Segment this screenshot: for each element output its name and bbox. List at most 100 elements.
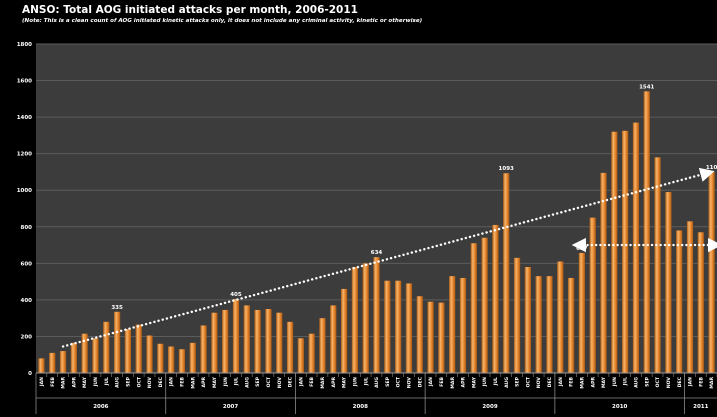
x-tick-label: JAN bbox=[169, 377, 175, 387]
x-year-label: 2008 bbox=[353, 404, 368, 410]
trend-line bbox=[61, 167, 715, 348]
x-tick-label: MAY bbox=[601, 376, 607, 388]
x-tick-label: DEC bbox=[288, 376, 294, 387]
x-tick-label: FEB bbox=[569, 377, 575, 387]
data-label: 405 bbox=[230, 292, 242, 298]
x-year-label: 2006 bbox=[93, 404, 108, 410]
x-tick-label: DEC bbox=[417, 376, 423, 387]
x-tick-label: JUL bbox=[104, 377, 110, 386]
bar bbox=[665, 192, 672, 373]
x-tick-label: MAY bbox=[342, 376, 348, 388]
x-tick-label: JUL bbox=[234, 377, 240, 386]
x-tick-label: AUG bbox=[634, 377, 640, 388]
x-tick-label: NOV bbox=[407, 377, 413, 389]
x-year-label: 2010 bbox=[612, 404, 627, 410]
x-tick-label: OCT bbox=[396, 376, 402, 387]
bar bbox=[124, 329, 132, 373]
x-tick-label: SEP bbox=[255, 376, 261, 386]
bar bbox=[340, 288, 348, 373]
bar bbox=[697, 232, 704, 373]
bar bbox=[535, 276, 542, 373]
x-tick-label: DEC bbox=[677, 376, 683, 387]
x-tick-label: OCT bbox=[266, 376, 272, 387]
x-tick-label: JAN bbox=[428, 377, 434, 387]
bar bbox=[92, 338, 99, 373]
x-tick-label: JUL bbox=[623, 377, 629, 386]
bar bbox=[157, 343, 164, 373]
bar bbox=[373, 257, 380, 373]
y-tick-label: 1400 bbox=[17, 115, 32, 121]
bar bbox=[416, 296, 423, 373]
x-tick-label: MAY bbox=[82, 376, 88, 388]
bar bbox=[297, 338, 304, 373]
x-tick-label: MAY bbox=[212, 376, 218, 388]
y-tick-label: 800 bbox=[21, 225, 33, 231]
bar bbox=[211, 312, 218, 373]
x-tick-label: NOV bbox=[536, 377, 542, 389]
x-tick-label: AUG bbox=[504, 377, 510, 388]
x-tick-label: OCT bbox=[525, 376, 531, 387]
bar bbox=[59, 351, 67, 373]
data-label: 634 bbox=[371, 250, 383, 256]
x-tick-label: MAR bbox=[61, 377, 67, 389]
data-label: 335 bbox=[111, 305, 123, 311]
bar bbox=[351, 266, 359, 373]
x-tick-label: NOV bbox=[666, 377, 672, 389]
x-tick-label: APR bbox=[590, 377, 596, 388]
bar bbox=[438, 302, 445, 373]
bar bbox=[286, 321, 294, 373]
bar bbox=[222, 309, 229, 373]
bar bbox=[135, 324, 142, 373]
x-tick-label: DEC bbox=[547, 376, 553, 387]
bar bbox=[492, 224, 499, 373]
bar bbox=[319, 318, 326, 373]
y-tick-label: 600 bbox=[21, 261, 33, 267]
x-year-label: 2007 bbox=[223, 404, 238, 410]
bar bbox=[394, 280, 402, 373]
x-tick-label: SEP bbox=[385, 376, 391, 386]
x-year-label: 2011 bbox=[693, 404, 708, 410]
x-tick-label: FEB bbox=[309, 377, 315, 387]
bar bbox=[503, 173, 510, 373]
bar bbox=[427, 301, 434, 373]
x-tick-label: MAR bbox=[579, 377, 585, 389]
bar bbox=[308, 333, 315, 373]
x-tick-label: OCT bbox=[136, 376, 142, 387]
data-label: 657 bbox=[576, 246, 588, 252]
bar bbox=[178, 349, 186, 373]
y-tick-label: 400 bbox=[21, 298, 33, 304]
bar bbox=[524, 266, 531, 373]
data-label: 1093 bbox=[499, 166, 514, 172]
x-tick-label: JUL bbox=[493, 377, 499, 386]
x-tick-label: APR bbox=[201, 377, 207, 388]
bar bbox=[513, 257, 521, 373]
chart-subtitle: (Note: This is a clean count of AOG init… bbox=[22, 18, 423, 24]
x-tick-label: AUG bbox=[374, 377, 380, 388]
bar bbox=[254, 309, 261, 373]
x-tick-label: MAR bbox=[190, 377, 196, 389]
x-tick-label: JAN bbox=[298, 377, 304, 387]
bar bbox=[600, 172, 607, 373]
bar bbox=[546, 276, 553, 373]
x-tick-label: JUN bbox=[482, 377, 488, 387]
bar bbox=[611, 131, 618, 373]
x-tick-label: AUG bbox=[244, 377, 250, 388]
x-tick-label: JUN bbox=[223, 377, 229, 387]
bar bbox=[589, 217, 596, 373]
y-tick-label: 1600 bbox=[17, 79, 32, 85]
bar bbox=[621, 130, 629, 373]
x-tick-label: FEB bbox=[439, 377, 445, 387]
bar bbox=[167, 346, 175, 373]
y-tick-label: 1000 bbox=[17, 188, 32, 194]
bar bbox=[654, 157, 661, 373]
data-label: 1541 bbox=[639, 84, 654, 90]
data-label: 110 bbox=[706, 165, 717, 171]
x-tick-label: NOV bbox=[147, 377, 153, 389]
x-tick-label: AUG bbox=[115, 377, 121, 388]
x-tick-label: SEP bbox=[125, 376, 131, 386]
bar bbox=[276, 312, 283, 373]
x-tick-label: FEB bbox=[698, 377, 704, 387]
bar bbox=[113, 311, 121, 373]
